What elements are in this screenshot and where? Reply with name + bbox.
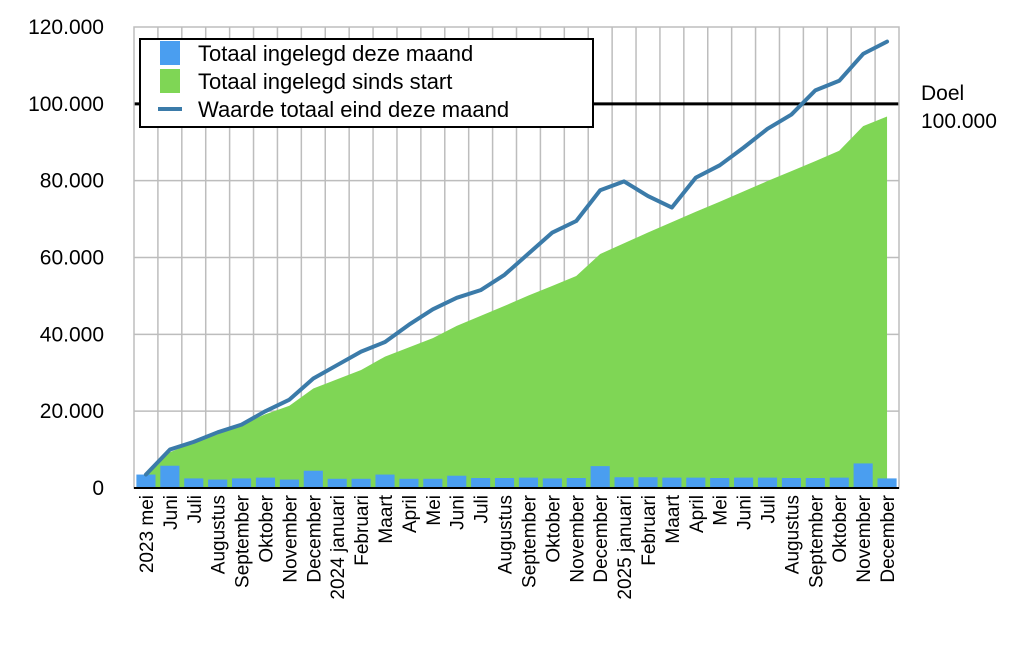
legend-swatch (160, 41, 180, 65)
bar-22 (662, 477, 682, 488)
bar-series (136, 463, 897, 488)
x-tick-label: Oktober (256, 494, 277, 562)
bar-25 (734, 477, 754, 488)
y-tick-label: 120.000 (28, 16, 104, 39)
legend-box (139, 38, 594, 128)
x-tick-label: Oktober (543, 494, 564, 562)
bar-26 (757, 477, 778, 488)
legend-item-line: Waarde totaal eind deze maand (158, 97, 509, 122)
bar-30 (853, 463, 873, 488)
x-tick-label: Februari (639, 495, 660, 566)
x-tick-label: Juni (161, 495, 182, 530)
x-tick-label: November (280, 494, 301, 582)
bar-24 (710, 478, 730, 488)
x-tick-label: Augustus (496, 495, 517, 574)
x-tick-label: Mei (424, 495, 445, 526)
bar-4 (232, 478, 252, 488)
x-tick-label: Augustus (209, 495, 230, 574)
bar-21 (638, 477, 658, 488)
x-tick-label: 2023 mei (137, 495, 158, 573)
bar-5 (255, 477, 276, 488)
x-tick-label: September (233, 494, 254, 588)
x-tick-label: 2024 januari (328, 495, 349, 600)
bar-3 (208, 479, 228, 488)
x-tick-label: Juli (472, 495, 493, 524)
bar-31 (877, 478, 897, 488)
legend-label: Totaal ingelegd deze maand (198, 41, 473, 66)
bar-27 (781, 478, 801, 488)
legend-item-bar: Totaal ingelegd deze maand (160, 41, 473, 66)
bar-20 (614, 477, 634, 488)
bar-10 (375, 474, 395, 488)
plot-frame (133, 26, 900, 489)
x-axis: 2023 mei Juni Juli Augustus September Oktober… (137, 494, 899, 599)
bar-6 (279, 479, 299, 488)
y-tick-label: 0 (92, 477, 104, 500)
x-tick-label: Juni (735, 495, 756, 530)
x-tick-label: December (304, 494, 325, 582)
x-tick-label: December (591, 494, 612, 582)
y-tick-label: 20.000 (40, 400, 104, 423)
x-tick-label: December (878, 494, 899, 582)
x-tick-label: Augustus (782, 495, 803, 574)
bar-8 (327, 478, 347, 488)
bar-9 (351, 478, 371, 488)
x-tick-label: November (567, 494, 588, 582)
bar-12 (423, 478, 443, 488)
bar-28 (805, 478, 825, 488)
x-tick-label: November (854, 494, 875, 582)
bar-23 (686, 477, 706, 488)
bar-0 (136, 474, 156, 488)
bar-17 (542, 478, 562, 488)
x-tick-label: Maart (376, 494, 397, 543)
bar-13 (447, 475, 467, 488)
area-totaal-ingelegd-sinds-start (145, 116, 888, 488)
legend: Totaal ingelegd deze maand Totaal ingeleg… (139, 38, 594, 128)
legend-label: Waarde totaal eind deze maand (198, 97, 509, 122)
bar-11 (399, 478, 419, 488)
y-tick-label: 40.000 (40, 323, 104, 346)
bar-18 (566, 478, 586, 488)
x-tick-label: April (687, 495, 708, 533)
x-tick-label: Maart (663, 494, 684, 543)
y-tick-label: 80.000 (40, 170, 104, 193)
bar-15 (494, 478, 515, 488)
x-tick-label: April (400, 495, 421, 533)
x-tick-label: Juni (448, 495, 469, 530)
bar-14 (471, 478, 491, 488)
bar-2 (184, 478, 204, 488)
bar-16 (518, 477, 539, 488)
x-tick-label: Mei (711, 495, 732, 526)
x-tick-label: 2025 januari (615, 495, 636, 600)
y-tick-label: 100.000 (28, 93, 104, 116)
goal-label-title: Doel (921, 82, 964, 105)
x-tick-label: Juli (185, 495, 206, 524)
legend-swatch (160, 69, 180, 93)
x-tick-label: September (806, 494, 827, 588)
y-tick-label: 60.000 (40, 247, 104, 270)
bar-19 (590, 466, 610, 488)
goal-label-value: 100.000 (921, 110, 997, 133)
legend-label: Totaal ingelegd sinds start (198, 69, 452, 94)
line-waarde-totaal (143, 39, 890, 477)
legend-item-area: Totaal ingelegd sinds start (160, 69, 452, 94)
bar-29 (829, 477, 849, 488)
area-series (145, 116, 888, 488)
x-tick-label: September (519, 494, 540, 588)
x-tick-label: Oktober (830, 494, 851, 562)
y-axis: 0 20.000 40.000 60.000 80.000 100.000 120.000 (28, 16, 104, 500)
line-series (143, 39, 890, 477)
bar-1 (160, 465, 180, 488)
bar-7 (303, 470, 323, 488)
x-tick-label: Februari (352, 495, 373, 566)
x-tick-label: Juli (759, 495, 780, 524)
